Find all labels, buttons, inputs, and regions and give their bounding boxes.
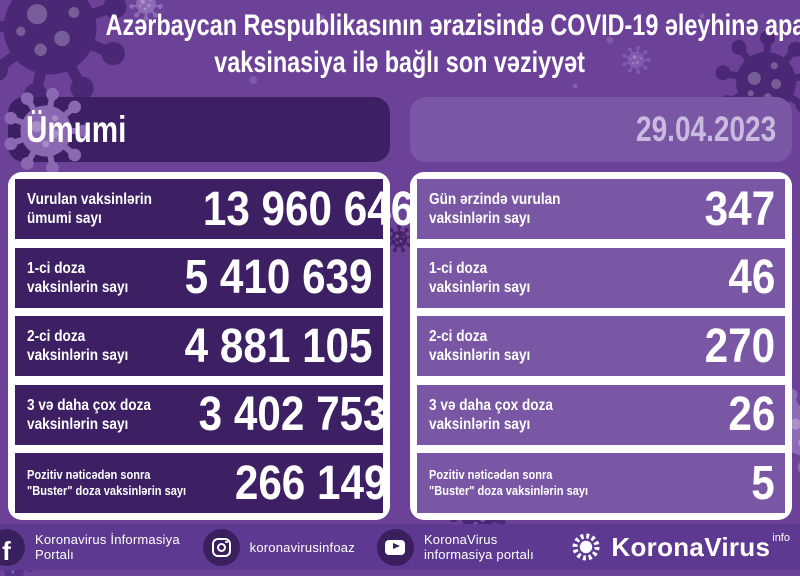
stat-value: 3 402 753 (198, 388, 387, 441)
stat-row: 2-ci doza vaksinlərin sayı 270 (417, 316, 785, 376)
stat-label: 2-ci doza vaksinlərin sayı (429, 328, 531, 364)
stat-row: Pozitiv nəticədən sonra "Buster" doza va… (15, 453, 388, 513)
stat-row: Gün ərzində vurulan vaksinlərin sayı 347 (417, 179, 785, 239)
page-title: Azərbaycan Respublikasının ərazisində CO… (0, 7, 800, 81)
brand-name: KoronaVirus (611, 531, 771, 562)
footer-bar: f Koronavirus İnformasiya Portalı korona… (0, 524, 800, 570)
brand-suffix: info (772, 532, 790, 544)
stat-label: 3 və daha çox doza vaksinlərin sayı (27, 396, 151, 433)
social-label: Koronavirus İnformasiya Portalı (35, 532, 180, 562)
total-heading-box: Ümumi (0, 85, 390, 182)
stat-label: Vurulan vaksinlərin ümumi sayı (27, 191, 152, 227)
instagram-icon (202, 528, 240, 566)
total-heading: Ümumi (26, 108, 127, 150)
stat-label: Pozitiv nəticədən sonra "Buster" doza va… (27, 467, 187, 498)
stat-label: 2-ci doza vaksinlərin sayı (27, 328, 129, 364)
stat-label: 3 və daha çox doza vaksinlərin sayı (429, 396, 553, 433)
stats-panel-daily: Gün ərzində vurulan vaksinlərin sayı 347… (410, 172, 792, 520)
report-date: 29.04.2023 (635, 109, 776, 149)
stat-value: 347 (704, 182, 775, 236)
stat-value: 5 (751, 456, 775, 510)
youtube-icon (376, 528, 414, 566)
stat-value: 46 (728, 251, 775, 304)
title-line-2: vaksinasiya ilə bağlı son vəziyyət (214, 46, 586, 79)
stat-row: Vurulan vaksinlərin ümumi sayı 13 960 64… (15, 179, 414, 239)
stat-value: 26 (728, 388, 775, 441)
stat-label: Gün ərzində vurulan vaksinlərin sayı (429, 191, 561, 227)
facebook-icon: f (0, 528, 25, 566)
stat-value: 266 149 (235, 456, 388, 510)
stat-row: 3 və daha çox doza vaksinlərin sayı 3 40… (15, 384, 386, 445)
stat-value: 5 410 639 (185, 251, 373, 304)
stat-value: 4 881 105 (185, 319, 373, 373)
social-label: KoronaVirus informasiya portalı (423, 532, 534, 562)
stats-panel-total: Vurulan vaksinlərin ümumi sayı 13 960 64… (8, 172, 414, 520)
stat-row: 1-ci doza vaksinlərin sayı 5 410 639 (15, 247, 383, 308)
virus-icon (572, 533, 600, 561)
stat-label: 1-ci doza vaksinlərin sayı (27, 259, 129, 296)
stat-label: 1-ci doza vaksinlərin sayı (429, 259, 531, 296)
stat-value: 270 (704, 319, 775, 373)
social-label: koronavirusinfoaz (249, 539, 355, 555)
title-line-1: Azərbaycan Respublikasının ərazisində CO… (105, 9, 800, 42)
stat-row: 2-ci doza vaksinlərin sayı 4 881 105 (15, 316, 383, 376)
stat-row: 3 və daha çox doza vaksinlərin sayı 26 (417, 384, 785, 445)
stat-label: Pozitiv nəticədən sonra "Buster" doza va… (429, 467, 589, 498)
stat-row: Pozitiv nəticədən sonra "Buster" doza va… (417, 453, 785, 513)
date-box: 29.04.2023 (410, 97, 792, 162)
social-facebook: f Koronavirus İnformasiya Portalı (0, 528, 181, 566)
stat-value: 13 960 646 (202, 182, 415, 236)
social-instagram: koronavirusinfoaz (202, 528, 355, 566)
stat-row: 1-ci doza vaksinlərin sayı 46 (417, 247, 785, 308)
social-youtube: KoronaVirus informasiya portalı (376, 528, 569, 566)
brand-logo: KoronaVirus info (569, 530, 790, 564)
